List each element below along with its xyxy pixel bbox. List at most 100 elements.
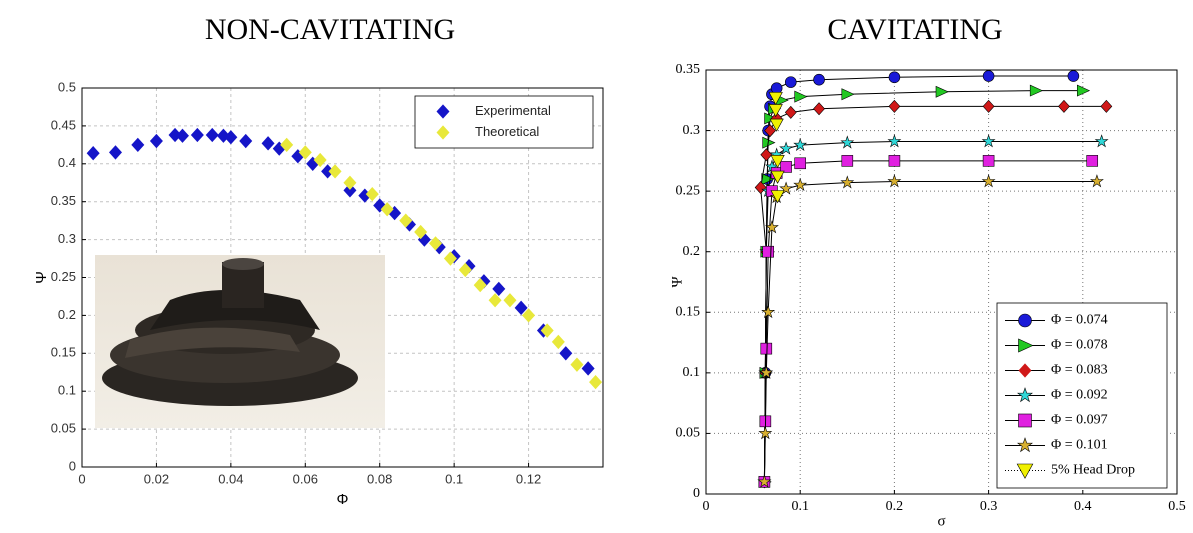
- marker: [1018, 363, 1032, 378]
- marker: [168, 127, 182, 143]
- marker: [313, 152, 327, 168]
- marker: [239, 133, 253, 149]
- legend-label: Φ = 0.074: [1051, 313, 1108, 328]
- marker: [399, 213, 413, 228]
- marker: [765, 220, 779, 234]
- marker: [761, 305, 776, 319]
- impeller-photo: [95, 255, 385, 428]
- marker: [1086, 155, 1099, 167]
- chart: CAVITATING 0 0.1 0.2 0.3 0.4 0.5 0 0.05 0.1 0.15 0.…: [669, 13, 1185, 530]
- marker: [770, 155, 785, 169]
- marker: [402, 217, 416, 232]
- marker: [503, 293, 517, 308]
- marker: [190, 127, 204, 143]
- y-tick-label: 0.3: [683, 123, 701, 138]
- marker: [793, 137, 808, 151]
- y-tick-label: 0.25: [676, 183, 701, 198]
- marker: [888, 155, 901, 167]
- marker: [1090, 174, 1104, 188]
- legend: Φ = 0.074 Φ = 0.078 Φ = 0.083 Φ = 0.092 Φ = …: [996, 302, 1168, 489]
- marker: [436, 104, 450, 119]
- marker: [417, 232, 431, 247]
- marker: [981, 174, 996, 188]
- marker: [794, 157, 807, 170]
- marker: [131, 137, 145, 152]
- x-tick-label: 0.08: [367, 471, 392, 486]
- y-tick-label: 0.1: [683, 365, 701, 380]
- legend-label: Φ = 0.097: [1051, 413, 1108, 428]
- marker: [888, 99, 901, 113]
- y-tick-label: 0.4: [58, 155, 76, 170]
- marker: [813, 102, 825, 116]
- x-tick-label: 0.1: [445, 471, 463, 486]
- marker: [757, 474, 772, 488]
- marker: [581, 361, 595, 376]
- marker: [429, 236, 443, 251]
- x-tick-label: 0.02: [144, 471, 169, 486]
- x-tick-label: 0: [78, 471, 85, 486]
- marker: [1018, 313, 1032, 328]
- marker: [841, 88, 855, 101]
- marker: [1016, 463, 1034, 479]
- marker: [982, 99, 995, 113]
- marker: [522, 308, 536, 323]
- marker: [768, 104, 783, 118]
- x-tick-label: 0: [703, 499, 710, 514]
- y-tick-label: 0.2: [58, 307, 76, 322]
- axes-frame: [81, 87, 604, 468]
- chart-title: NON-CAVITATING: [205, 13, 455, 46]
- marker: [1058, 99, 1070, 113]
- marker: [514, 300, 528, 315]
- x-tick-label: 0.1: [791, 499, 809, 514]
- marker: [570, 357, 584, 372]
- marker: [149, 133, 163, 149]
- marker: [343, 183, 357, 198]
- legend-label: Φ = 0.101: [1051, 438, 1108, 453]
- marker: [769, 118, 784, 132]
- marker: [216, 128, 230, 143]
- marker: [1100, 99, 1113, 113]
- marker: [779, 141, 793, 155]
- legend-label: Φ = 0.083: [1051, 363, 1108, 378]
- marker: [551, 334, 565, 350]
- marker: [589, 374, 603, 390]
- marker: [840, 135, 855, 149]
- marker: [840, 175, 855, 189]
- y-tick-label: 0.35: [51, 193, 76, 208]
- marker: [380, 202, 394, 217]
- marker: [981, 134, 996, 148]
- y-tick-label: 0.15: [51, 345, 76, 360]
- y-tick-label: 0.2: [683, 244, 701, 259]
- marker: [473, 277, 487, 293]
- x-axis-label: Φ: [337, 491, 349, 508]
- marker: [488, 293, 502, 308]
- legend-label: Φ = 0.078: [1051, 338, 1108, 353]
- marker: [306, 156, 320, 171]
- y-axis-label: Ψ: [33, 271, 50, 284]
- y-tick-label: 0.1: [58, 383, 76, 398]
- y-tick-label: 0.5: [58, 79, 76, 94]
- marker: [458, 262, 472, 278]
- marker: [1077, 84, 1091, 97]
- y-tick-label: 0: [693, 486, 700, 501]
- marker: [754, 181, 767, 195]
- marker: [760, 342, 773, 355]
- marker: [888, 71, 901, 84]
- x-tick-label: 0.06: [293, 471, 318, 486]
- y-tick-label: 0: [69, 458, 76, 473]
- legend: Experimental Theoretical: [414, 95, 594, 149]
- y-tick-label: 0.15: [676, 305, 701, 320]
- marker: [1016, 387, 1034, 403]
- marker: [492, 281, 506, 297]
- marker: [328, 164, 342, 179]
- marker: [358, 188, 372, 203]
- y-tick-label: 0.45: [51, 117, 76, 132]
- legend-label: Theoretical: [475, 124, 539, 139]
- marker: [462, 258, 476, 274]
- marker: [758, 426, 773, 440]
- marker: [982, 155, 995, 167]
- marker: [760, 148, 773, 162]
- marker: [764, 124, 776, 138]
